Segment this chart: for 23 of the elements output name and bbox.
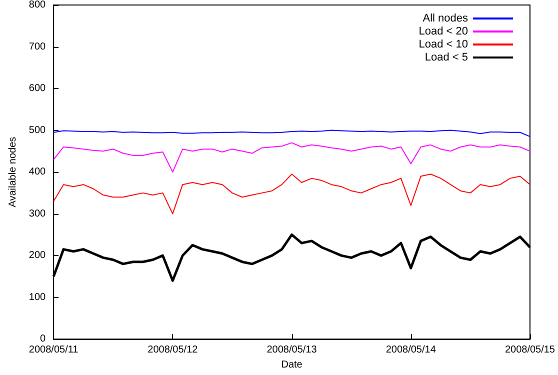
legend-label: Load < 20 <box>418 26 468 38</box>
y-tick-label: 0 <box>40 334 46 345</box>
legend-label: All nodes <box>422 12 468 24</box>
legend-label: Load < 10 <box>418 38 468 50</box>
x-tick-label: 2008/05/15 <box>504 344 556 356</box>
y-axis-title: Available nodes <box>8 136 18 208</box>
x-tick-label: 2008/05/12 <box>148 344 198 356</box>
x-tick-label: 2008/05/11 <box>28 344 79 356</box>
y-tick-label: 400 <box>28 166 46 178</box>
legend-label: Load < 5 <box>424 52 468 64</box>
y-tick-label: 700 <box>28 41 46 52</box>
y-tick-label: 100 <box>28 292 46 303</box>
x-tick-label: 2008/05/13 <box>266 344 318 356</box>
y-tick-label: 600 <box>28 83 46 94</box>
line-series <box>53 174 530 214</box>
y-tick-label: 800 <box>28 0 46 10</box>
line-series <box>53 130 530 138</box>
line-series <box>53 142 530 173</box>
y-tick-label: 300 <box>28 208 46 220</box>
y-tick-label: 200 <box>28 250 46 262</box>
x-axis-title: Date <box>281 360 303 370</box>
y-tick-label: 500 <box>28 124 46 136</box>
x-tick-label: 2008/05/14 <box>386 344 436 356</box>
